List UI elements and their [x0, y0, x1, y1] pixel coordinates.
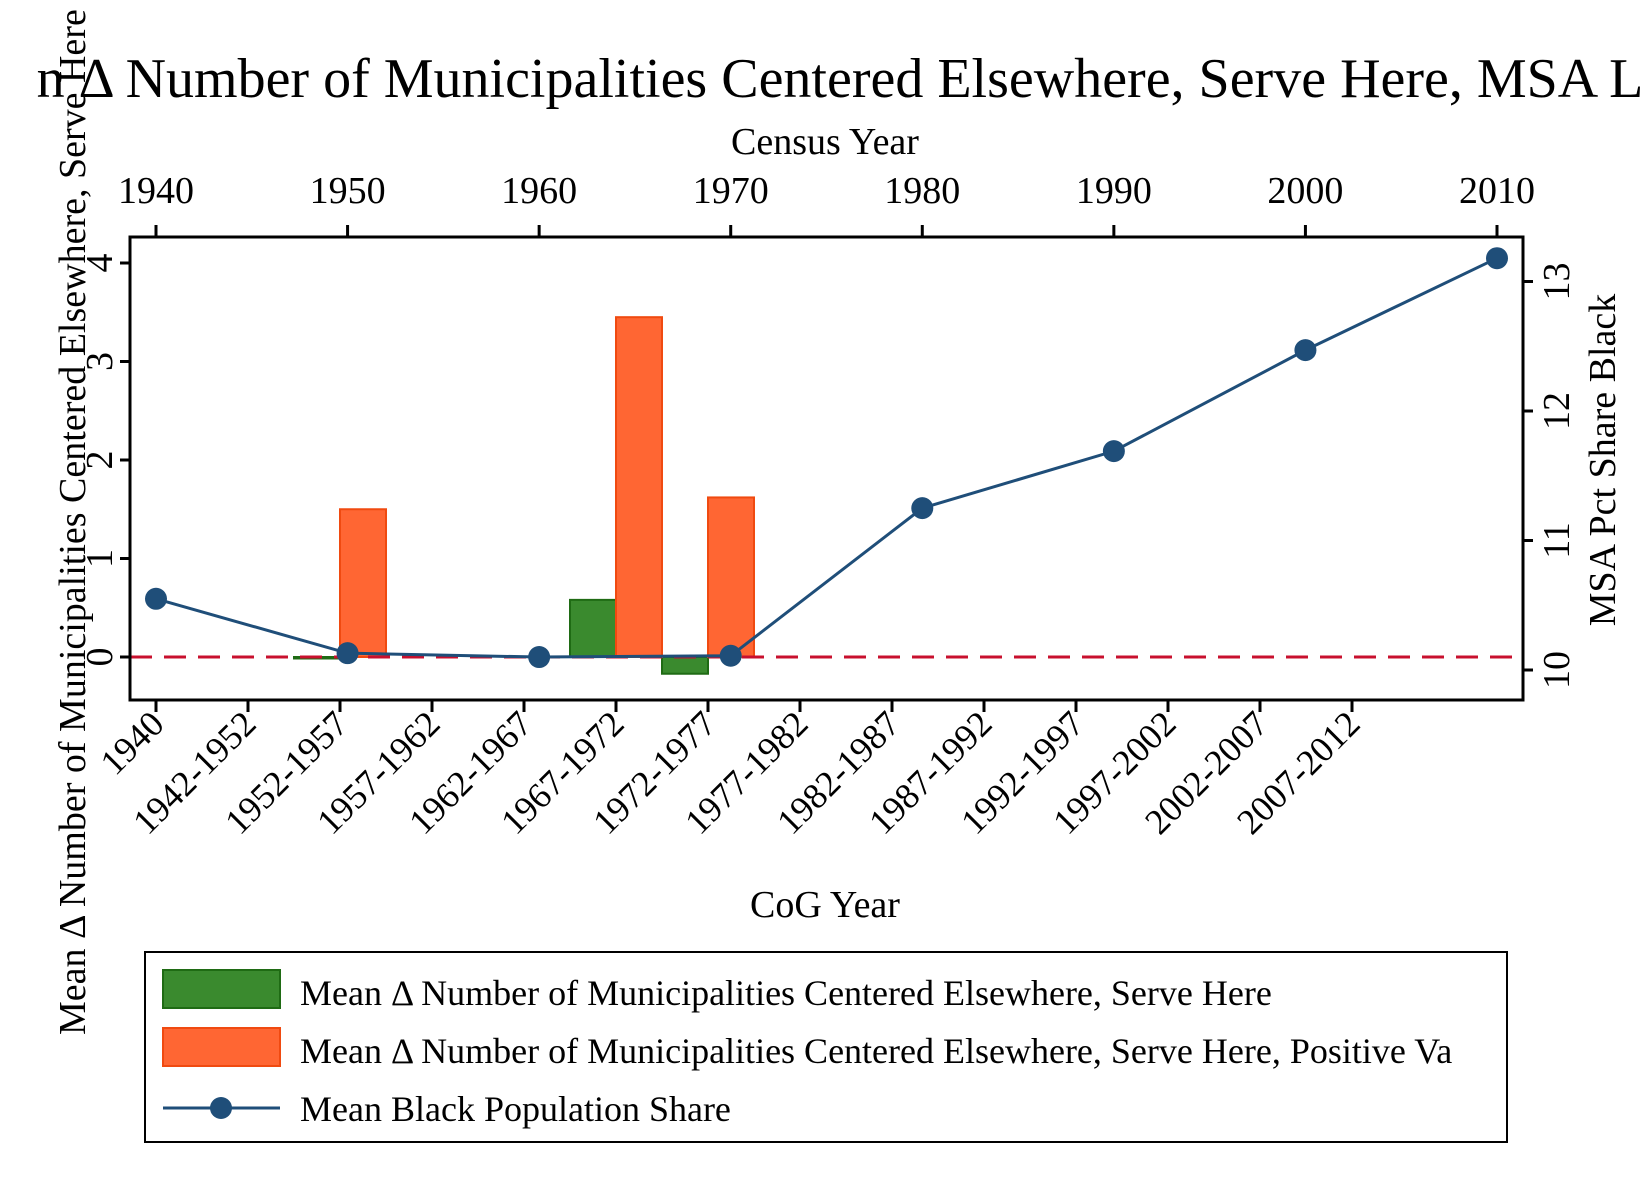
legend-label-1: Mean Δ Number of Municipalities Centered… — [300, 973, 1272, 1013]
right-tick-label: 11 — [1536, 522, 1578, 559]
black-share-point — [1102, 440, 1125, 463]
top-tick-label: 1970 — [693, 170, 769, 212]
legend-box — [144, 951, 1508, 1143]
right-tick-label: 12 — [1536, 392, 1578, 430]
black-share-point — [1486, 247, 1508, 270]
bottom-tick-label: 1940 — [92, 703, 171, 782]
bar-orange — [339, 508, 387, 658]
bar-orange — [615, 316, 663, 658]
top-tick-label: 1980 — [884, 170, 960, 212]
black-share-point — [911, 497, 934, 520]
left-axis-label: Mean Δ Number of Municipalities Centered… — [52, 9, 94, 1035]
left-tick-label: 2 — [79, 451, 121, 470]
left-tick-label: 4 — [79, 254, 121, 273]
top-tick-label: 2000 — [1267, 170, 1343, 212]
legend-label-2: Mean Δ Number of Municipalities Centered… — [300, 1031, 1452, 1071]
legend-marker — [210, 1097, 232, 1119]
black-share-point — [528, 646, 551, 669]
left-tick-label: 3 — [79, 352, 121, 371]
bar-orange — [707, 496, 755, 658]
legend-label-3: Mean Black Population Share — [300, 1089, 731, 1129]
legend-swatch-green — [162, 969, 281, 1009]
plot-frame — [128, 235, 1525, 702]
bar-green — [569, 598, 617, 658]
black-share-point — [719, 644, 742, 667]
top-tick-label: 1960 — [501, 170, 577, 212]
top-axis-label: Census Year — [731, 121, 919, 163]
black-share-point — [336, 642, 359, 665]
top-tick-label: 2010 — [1459, 170, 1535, 212]
left-tick-label: 0 — [79, 648, 121, 667]
legend-swatch-orange — [162, 1027, 281, 1067]
black-share-point — [1294, 339, 1317, 362]
chart-title: n Δ Number of Municipalities Centered El… — [37, 48, 1644, 110]
right-tick-label: 13 — [1536, 263, 1578, 301]
bottom-axis-label: CoG Year — [750, 884, 900, 926]
black-share-point — [145, 587, 167, 610]
left-tick-label: 1 — [79, 549, 121, 568]
black-share-line — [155, 256, 1498, 659]
bar-green — [661, 656, 709, 675]
top-tick-label: 1990 — [1076, 170, 1152, 212]
top-tick-label: 1940 — [118, 170, 194, 212]
legend: Mean Δ Number of Municipalities Centered… — [144, 951, 1508, 1143]
right-axis-label: MSA Pct Share Black — [1582, 294, 1624, 626]
right-tick-label: 10 — [1536, 651, 1578, 689]
top-tick-label: 1950 — [310, 170, 386, 212]
